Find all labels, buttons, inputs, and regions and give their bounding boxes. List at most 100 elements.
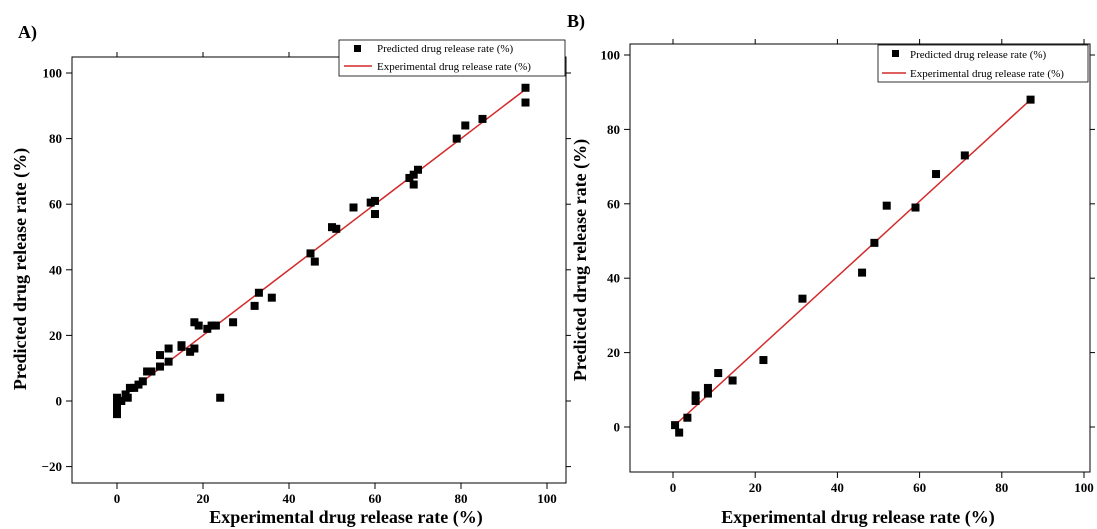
data-point-b	[870, 238, 879, 247]
y-tick-label-a: 0	[56, 394, 63, 409]
x-tick-label-a: 20	[197, 491, 210, 506]
data-point-b	[675, 428, 684, 437]
data-point-b	[703, 383, 712, 392]
data-point-a	[113, 393, 121, 402]
data-point-a	[521, 98, 530, 107]
x-tick-label-a: 0	[114, 491, 121, 506]
data-point-b	[759, 356, 768, 365]
y-tick-label-a: 100	[43, 66, 63, 81]
y-tick-label-b: 100	[601, 48, 621, 63]
data-point-a	[143, 367, 152, 376]
scatter-points-b	[671, 95, 1035, 437]
chart-b: B) Experimental drug release rate (%) Pr…	[567, 11, 1095, 528]
data-point-a	[138, 377, 147, 386]
y-tick-label-a: 60	[49, 197, 62, 212]
reference-line-a	[116, 88, 526, 402]
x-tick-label-b: 100	[1074, 480, 1094, 495]
legend-label-predicted-a: Predicted drug release rate (%)	[377, 43, 514, 55]
data-point-b	[960, 151, 969, 160]
data-point-a	[478, 114, 487, 123]
data-point-a	[117, 397, 126, 405]
legend-marker-predicted-b	[892, 50, 899, 57]
y-axis-title-a: Predicted drug release rate (%)	[10, 148, 31, 390]
x-tick-label-b: 0	[670, 480, 677, 495]
y-tick-label-a: 40	[49, 262, 62, 277]
data-point-a	[229, 318, 238, 327]
data-point-a	[216, 393, 225, 402]
data-point-a	[134, 380, 143, 389]
panel-label-a: A)	[18, 22, 37, 43]
data-point-a	[409, 170, 418, 179]
data-point-b	[703, 389, 712, 398]
y-tick-label-b: 0	[614, 420, 621, 435]
data-point-a	[211, 321, 220, 330]
x-tick-label-b: 20	[749, 480, 762, 495]
data-point-a	[349, 203, 358, 212]
data-point-a	[190, 344, 199, 353]
x-tick-label-a: 80	[455, 491, 468, 506]
data-point-a	[164, 344, 173, 353]
data-point-a	[521, 83, 530, 92]
data-point-b	[911, 203, 920, 212]
plot-frame-a	[71, 56, 567, 484]
data-point-a	[254, 288, 263, 297]
y-tick-label-a: −20	[42, 459, 62, 474]
data-point-a	[186, 347, 195, 356]
data-point-a	[156, 362, 164, 371]
data-point-a	[250, 301, 259, 310]
data-point-a	[177, 342, 186, 351]
experimental-line-b	[672, 99, 1032, 428]
data-point-b	[691, 391, 700, 400]
data-point-a	[156, 351, 164, 360]
ticks-a: 0 20 40 60 80 100 −20 0 20 40 60 80 100	[42, 52, 571, 506]
legend-box-a	[338, 39, 566, 77]
legend-a: Predicted drug release rate (%) Experime…	[338, 39, 566, 77]
data-point-a	[130, 383, 139, 392]
data-point-a	[123, 393, 132, 402]
x-axis-title-a: Experimental drug release rate (%)	[209, 507, 483, 528]
data-point-a	[371, 210, 379, 219]
plot-frame-b	[629, 43, 1091, 473]
legend-label-experimental-a: Experimental drug release rate (%)	[377, 61, 531, 73]
y-tick-label-b: 40	[607, 271, 620, 286]
data-point-a	[207, 321, 216, 330]
y-tick-label-a: 80	[49, 131, 62, 146]
data-point-a	[147, 367, 156, 376]
x-tick-label-a: 40	[283, 491, 296, 506]
data-point-a	[461, 121, 470, 130]
data-point-a	[190, 318, 199, 327]
data-point-a	[371, 196, 379, 205]
legend-label-experimental-b: Experimental drug release rate (%)	[910, 68, 1064, 80]
panel-label-b: B)	[567, 11, 585, 32]
data-point-b	[858, 268, 867, 277]
data-point-a	[203, 324, 212, 333]
data-point-b	[691, 396, 700, 405]
data-point-a	[310, 257, 319, 266]
data-point-a	[125, 383, 134, 392]
data-point-a	[194, 321, 203, 330]
x-tick-label-a: 100	[537, 491, 557, 506]
y-tick-label-b: 20	[607, 345, 620, 360]
y-tick-label-b: 80	[607, 122, 620, 137]
x-tick-label-a: 60	[369, 491, 382, 506]
legend-label-predicted-b: Predicted drug release rate (%)	[910, 49, 1047, 61]
data-point-a	[328, 223, 336, 232]
x-tick-label-b: 60	[913, 480, 926, 495]
y-axis-title-b: Predicted drug release rate (%)	[570, 139, 591, 381]
data-point-b	[932, 170, 941, 179]
legend-marker-predicted-a	[354, 45, 361, 52]
scatter-points-a	[113, 83, 530, 419]
data-point-a	[332, 224, 341, 233]
legend-box-b	[877, 44, 1089, 83]
data-point-a	[113, 410, 121, 419]
experimental-line-a	[116, 88, 526, 402]
y-tick-label-b: 60	[607, 196, 620, 211]
x-tick-label-b: 80	[995, 480, 1008, 495]
data-point-b	[882, 201, 891, 210]
data-point-a	[164, 357, 173, 366]
data-point-b	[714, 369, 723, 378]
data-point-a	[267, 293, 276, 302]
data-point-a	[405, 173, 414, 182]
legend-b: Predicted drug release rate (%) Experime…	[877, 44, 1089, 83]
